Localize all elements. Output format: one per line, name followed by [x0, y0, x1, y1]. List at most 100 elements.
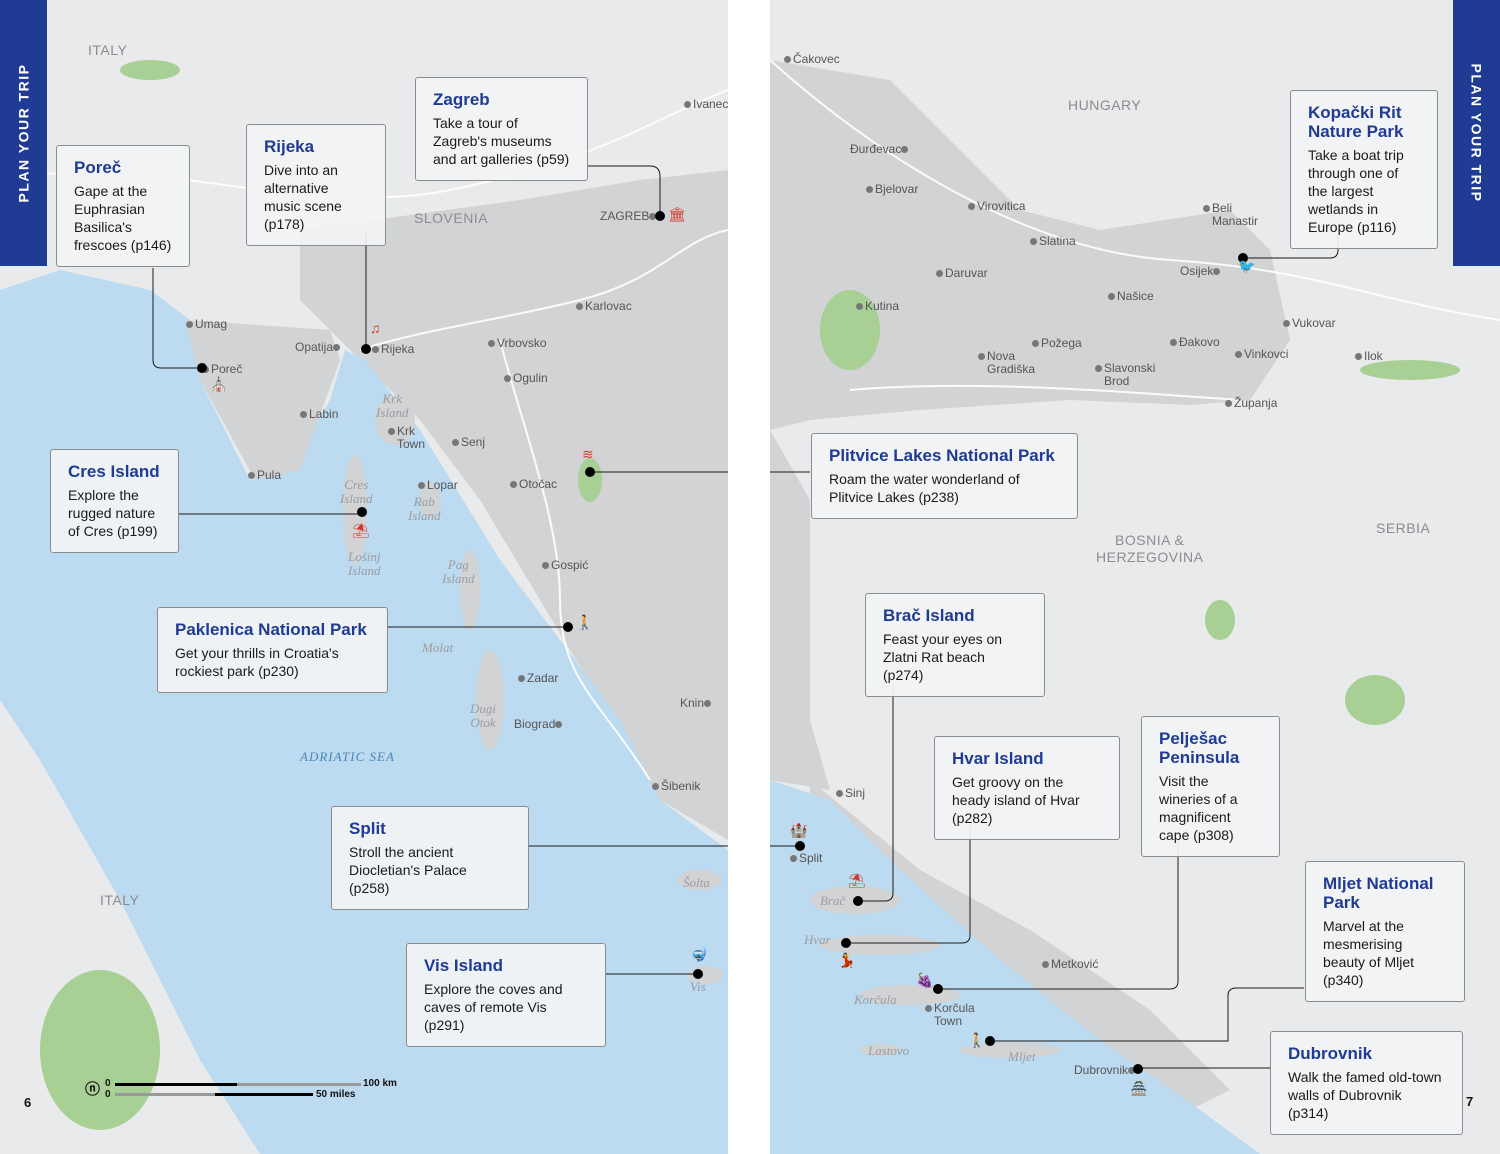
callout-zagreb[interactable]: Zagreb Take a tour of Zagreb's museums an…: [415, 77, 588, 181]
callout-title: Zagreb: [433, 90, 490, 109]
callout-split[interactable]: Split Stroll the ancient Diocletian's Pal…: [331, 806, 529, 910]
location-pin[interactable]: [693, 969, 703, 979]
callout-vis-island[interactable]: Vis Island Explore the coves and caves of…: [406, 943, 606, 1047]
town-label: Rijeka: [372, 343, 414, 356]
town-dot: [1203, 205, 1210, 213]
town-dot: [1030, 238, 1037, 246]
beach-icon: ⛱: [848, 872, 866, 888]
callout-title: Paklenica National Park: [175, 620, 367, 639]
town-dot: [704, 700, 712, 708]
callout-pelje-ac-peninsula[interactable]: Pelješac Peninsula Visit the wineries of …: [1141, 716, 1280, 857]
country-label: ITALY: [100, 892, 140, 908]
callout-plitvice-lakes-national-park[interactable]: Plitvice Lakes National Park Roam the wat…: [811, 433, 1078, 519]
callout-title: Kopački Rit Nature Park: [1308, 103, 1404, 141]
town-label: Korčula Town: [925, 1002, 975, 1028]
town-dot: [1095, 365, 1102, 373]
callout-text: Explore the coves and caves of remote Vi…: [424, 981, 563, 1033]
callout-dubrovnik[interactable]: Dubrovnik Walk the famed old-town walls o…: [1270, 1031, 1463, 1135]
town-label: Vinkovci: [1235, 348, 1288, 361]
callout-text: Gape at the Euphrasian Basilica's fresco…: [74, 183, 172, 253]
town-label: Umag: [186, 318, 227, 331]
town-label: Nova Gradiška: [978, 350, 1035, 376]
town-dot: [652, 783, 659, 791]
town-dot: [649, 213, 657, 221]
bird-icon: 🐦: [1238, 258, 1256, 274]
callout-text: Take a boat trip through one of the larg…: [1308, 147, 1404, 235]
town-label: Našice: [1108, 290, 1154, 303]
location-pin[interactable]: [841, 938, 851, 948]
town-dot: [388, 428, 395, 436]
callout-title: Poreč: [74, 158, 122, 177]
town-label: Daruvar: [936, 267, 988, 280]
town-dot: [925, 1005, 932, 1013]
island-label: Molat: [422, 640, 454, 655]
sea-label: ADRIATIC SEA: [300, 749, 395, 764]
town-label: Gospić: [542, 559, 588, 572]
callout-text: Explore the rugged nature of Cres (p199): [68, 487, 158, 539]
museum-icon: 🏛: [668, 206, 686, 222]
island-label: Mljet: [1008, 1049, 1036, 1064]
location-pin[interactable]: [197, 363, 207, 373]
town-label: Ilok: [1355, 350, 1383, 363]
callout-kopa-ki-rit-nature-park[interactable]: Kopački Rit Nature Park Take a boat trip …: [1290, 90, 1438, 249]
town-dot: [300, 411, 307, 419]
map-background-left: [0, 60, 728, 1154]
music-icon: ♫: [370, 320, 381, 336]
town-label: Otočac: [510, 478, 557, 491]
town-label: ZAGREB: [600, 210, 658, 223]
town-label: Zadar: [518, 672, 558, 685]
hiking-icon: 🚶: [968, 1032, 986, 1048]
callout-hvar-island[interactable]: Hvar Island Get groovy on the heady islan…: [934, 736, 1120, 840]
island-label: Rab Island: [408, 494, 441, 523]
town-dot: [576, 303, 583, 311]
location-pin[interactable]: [585, 467, 595, 477]
town-label: Đakovo: [1170, 336, 1220, 349]
town-label: Osijek: [1180, 265, 1222, 278]
town-label: Šibenik: [652, 780, 700, 793]
town-label: Slatina: [1030, 235, 1076, 248]
callout-mljet-national-park[interactable]: Mljet National Park Marvel at the mesmeri…: [1305, 861, 1465, 1002]
callout-title: Brač Island: [883, 606, 975, 625]
location-pin[interactable]: [1238, 253, 1248, 263]
location-pin[interactable]: [357, 507, 367, 517]
town-label: Metković: [1042, 958, 1098, 971]
town-label: Sinj: [836, 787, 865, 800]
town-dot: [856, 303, 863, 311]
callout-title: Rijeka: [264, 137, 315, 156]
callout-title: Cres Island: [68, 462, 160, 481]
town-label: Ivanec: [684, 98, 728, 111]
location-pin[interactable]: [853, 896, 863, 906]
callout-text: Feast your eyes on Zlatni Rat beach (p27…: [883, 631, 1003, 683]
callout-cres-island[interactable]: Cres Island Explore the rugged nature of …: [50, 449, 179, 553]
location-pin[interactable]: [563, 622, 573, 632]
country-label: ITALY: [88, 42, 128, 58]
callout-text: Get your thrills in Croatia's rockiest p…: [175, 645, 339, 679]
location-pin[interactable]: [361, 344, 371, 354]
location-pin[interactable]: [985, 1036, 995, 1046]
town-label: Beli Manastir: [1203, 202, 1258, 228]
callout-pore-[interactable]: Poreč Gape at the Euphrasian Basilica's f…: [56, 145, 190, 267]
grapes-icon: 🍇: [916, 972, 934, 988]
callout-text: Roam the water wonderland of Plitvice La…: [829, 471, 1020, 505]
town-label: Dubrovnik: [1074, 1064, 1137, 1077]
location-pin[interactable]: [1133, 1064, 1143, 1074]
town-dot: [1283, 320, 1290, 328]
location-pin[interactable]: [795, 841, 805, 851]
fortress-icon: 🏯: [1130, 1080, 1148, 1096]
callout-text: Visit the wineries of a magnificent cape…: [1159, 773, 1238, 843]
callout-rijeka[interactable]: Rijeka Dive into an alternative music sce…: [246, 124, 386, 246]
page-number-right: 7: [1466, 1094, 1474, 1109]
town-dot: [790, 855, 797, 863]
callout-paklenica-national-park[interactable]: Paklenica National Park Get your thrills …: [157, 607, 388, 693]
callout-bra-island[interactable]: Brač Island Feast your eyes on Zlatni Rat…: [865, 593, 1045, 697]
town-label: Karlovac: [576, 300, 632, 313]
town-label: Ogulin: [504, 372, 548, 385]
section-tab: PLAN YOUR TRIP: [1453, 0, 1500, 266]
location-pin[interactable]: [655, 211, 665, 221]
town-dot: [784, 56, 791, 64]
location-pin[interactable]: [933, 984, 943, 994]
town-dot: [901, 146, 909, 154]
country-label: HUNGARY: [1068, 97, 1142, 113]
town-dot: [1235, 351, 1242, 359]
town-label: Bjelovar: [866, 183, 918, 196]
